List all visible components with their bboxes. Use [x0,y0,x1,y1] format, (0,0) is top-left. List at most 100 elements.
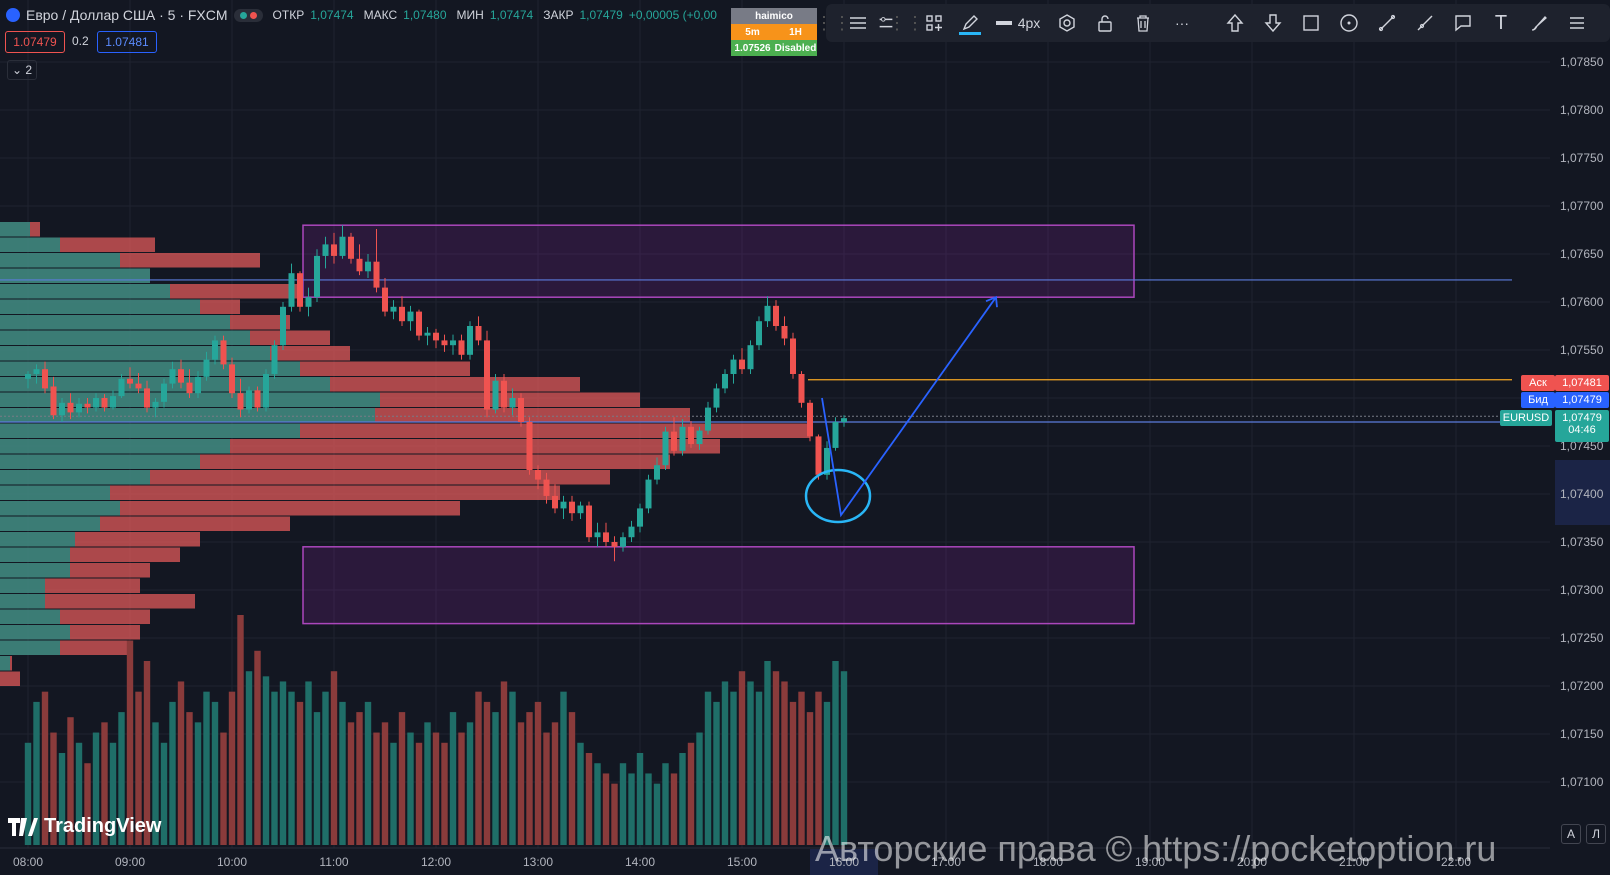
candle-body [297,273,303,307]
settings-slider-button[interactable] [876,8,896,38]
volume-profile-row-buy [0,454,200,469]
price-tick-label: 1,07850 [1560,55,1604,69]
arrow-down-tool[interactable] [1254,8,1292,38]
candle-body [101,398,108,408]
volume-bar [254,650,261,845]
volume-profile-row-buy [0,563,70,578]
log-scale-button[interactable]: Л [1586,824,1606,844]
change-value: +0,00005 (+0,00 [628,8,717,22]
candle-body [475,326,482,341]
object-tree-button[interactable] [916,8,952,38]
candle-body [399,306,405,322]
arrow-up-tool[interactable] [1216,8,1254,38]
volume-bar [313,712,321,845]
volume-bar [186,712,193,845]
bid-label: Бид [1521,392,1555,408]
candle-body [416,311,422,336]
time-tick-label: 16:00 [829,855,859,869]
candle-body [271,345,278,374]
market-status-pill[interactable] [233,8,263,22]
time-tick-label: 13:00 [523,855,553,869]
volume-profile-row-buy [0,516,100,531]
volume-profile-row-buy [0,594,45,609]
volume-bar [781,681,788,845]
line-width-button[interactable]: 4px [988,8,1048,38]
candle-body [662,431,669,466]
volume-bar [339,701,346,845]
price-tick-label: 1,07300 [1560,583,1604,597]
last-price-tag: 1,07479 04:46 [1555,410,1609,442]
drag-handle-icon[interactable]: ⋮⋮ [815,12,851,33]
candle-body [543,479,550,496]
candle-body [280,306,286,346]
candle-body [144,388,150,408]
open-value: 1,07474 [310,8,354,22]
time-axis-highlight [810,849,878,875]
candle-body [467,326,473,355]
candle-body [764,305,771,322]
candle-body [220,340,227,365]
volume-bar [177,681,185,845]
candle-body [25,374,31,379]
collapse-indicators-button[interactable]: ⌄ 2 [7,60,37,80]
text-tool[interactable]: T [1482,8,1520,38]
candle-body [560,501,567,509]
symbol-title[interactable]: Евро / Доллар США · 5 · FXCM [26,7,228,23]
drag-handle-icon-2[interactable]: ⋮⋮ [888,12,924,33]
candle-body [722,374,728,389]
ray-tool[interactable] [1406,8,1444,38]
rectangle-tool[interactable] [1292,8,1330,38]
last-price-value: 1,07479 [1562,412,1602,424]
sell-button[interactable]: 1.07479 [5,31,65,53]
price-tick-label: 1,07400 [1560,487,1604,501]
trend-line-tool[interactable] [1368,8,1406,38]
arrow-head [985,295,998,308]
candle-body [654,465,660,480]
candle-body [807,402,813,437]
volume-bar [475,691,482,845]
price-tick-label: 1,07450 [1560,439,1604,453]
chevron-down-icon: ⌄ [11,63,23,77]
candle-body [237,393,244,410]
lines-icon [850,17,866,29]
candle-body [169,369,176,384]
brush-tool[interactable] [1520,8,1558,38]
candle-body [50,386,57,416]
volume-bar [373,732,380,845]
volume-bar [262,676,270,845]
tradingview-logo[interactable]: TradingView [8,815,161,838]
buy-button[interactable]: 1.07481 [97,31,157,53]
candle-body [645,479,652,509]
volume-bar [271,691,278,845]
volume-bar [356,712,363,845]
time-axis: 08:00 09:00 10:00 11:00 12:00 13:00 14:00 15:00… [0,847,1610,875]
price-tick-label: 1,07550 [1560,343,1604,357]
more-button[interactable]: ··· [1175,15,1189,31]
candle-body [450,340,456,346]
candle-body [501,380,507,408]
auto-scale-button[interactable]: A [1561,824,1581,844]
volume-bar [645,773,652,845]
volume-bar [58,753,66,845]
candle-body [603,532,609,542]
settings-button[interactable] [1048,8,1086,38]
volume-bar [483,701,491,845]
callout-tool[interactable] [1444,8,1482,38]
volume-bar [441,742,448,845]
color-button[interactable] [952,8,988,38]
volume-bar [798,691,805,845]
candle-body [433,332,439,341]
volume-bar [449,712,457,845]
candle-body [161,383,167,402]
candle-body [815,436,822,475]
candle-body [790,338,796,374]
menu-button[interactable] [1558,8,1596,38]
volume-profile-row-buy [0,222,30,237]
lock-button[interactable] [1086,8,1124,38]
circle-tool[interactable] [1330,8,1368,38]
delete-button[interactable] [1124,8,1162,38]
rectangle-icon [1303,15,1319,31]
template-button[interactable] [840,8,876,38]
candle-body [798,374,805,403]
